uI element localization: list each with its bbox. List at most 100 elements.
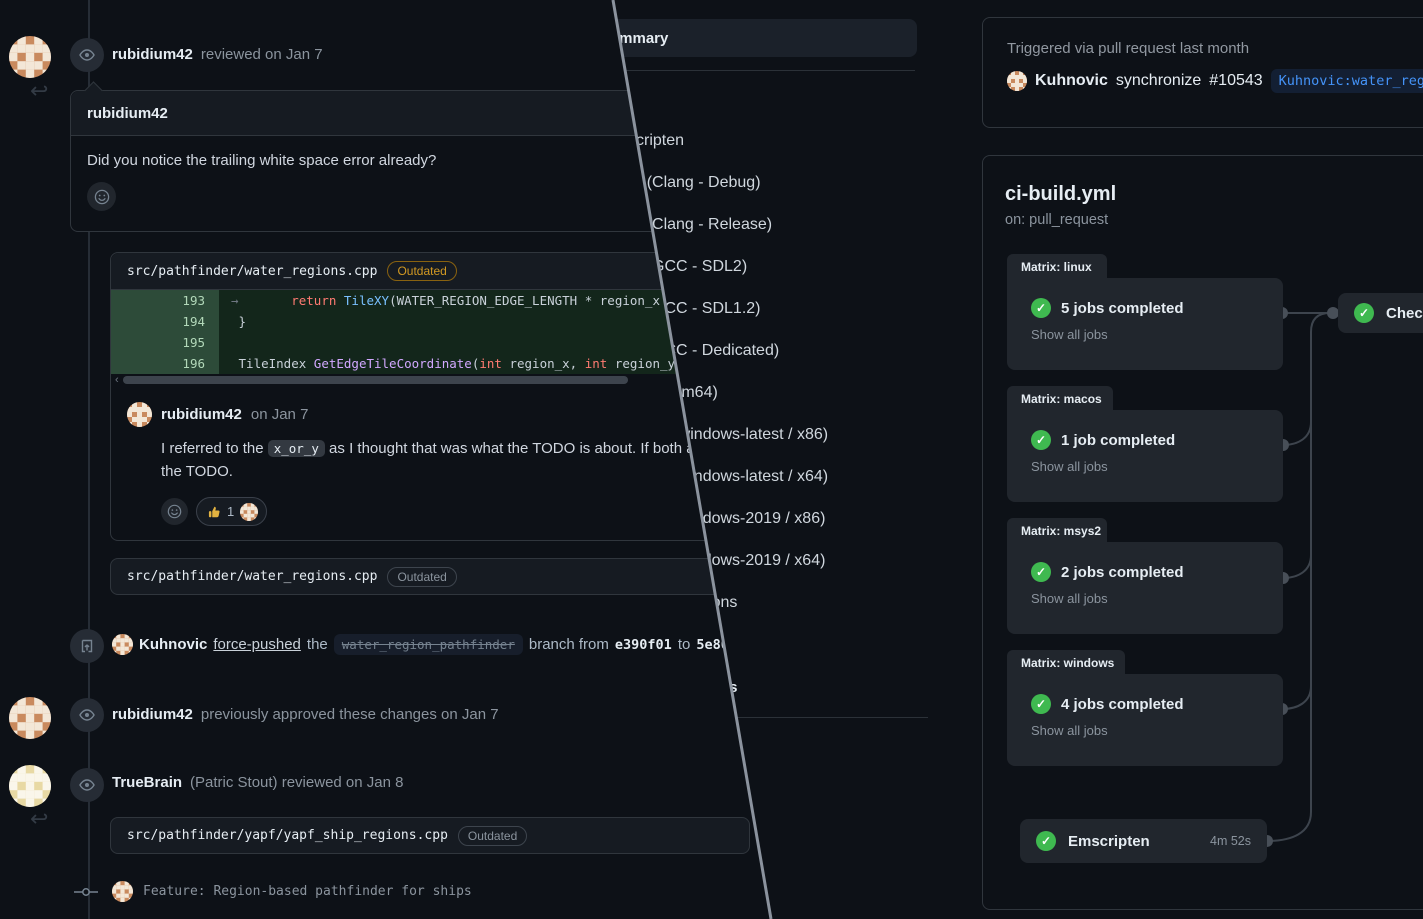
file-path[interactable]: src/pathfinder/water_regions.cpp — [127, 263, 378, 279]
avatar[interactable] — [9, 36, 51, 78]
review-meta: (Patric Stout) reviewed on Jan 8 — [190, 774, 404, 791]
show-all-jobs-link[interactable]: Show all jobs — [1031, 327, 1108, 342]
trigger-user[interactable]: Kuhnovic — [1035, 72, 1108, 89]
reviewer-name[interactable]: rubidium42 — [112, 46, 193, 63]
line-number: 195 — [111, 332, 219, 353]
force-push-event: Kuhnovic force-pushed the water_region_p… — [112, 634, 772, 655]
check-circle-icon: ✓ — [1031, 430, 1051, 450]
add-reaction-button[interactable] — [87, 182, 116, 211]
thread-comment-body: I referred to the x_or_y as I thought th… — [161, 440, 695, 480]
file-path[interactable]: src/pathfinder/yapf/yapf_ship_regions.cp… — [127, 828, 448, 843]
code-lines: 193 → return TileXY(WATER_REGION_EDGE_LEN… — [111, 290, 749, 374]
reply-arrow-icon: ↩ — [30, 78, 49, 103]
show-all-jobs-link[interactable]: Show all jobs — [1031, 459, 1108, 474]
avatar[interactable] — [9, 697, 51, 739]
reviewer-name[interactable]: rubidium42 — [112, 706, 193, 723]
trigger-run-number: #10543 — [1209, 72, 1263, 89]
matrix-macos-card[interactable]: ✓ 1 job completed Show all jobs — [1007, 410, 1283, 502]
file-header[interactable]: src/pathfinder/yapf/yapf_ship_regions.cp… — [110, 817, 750, 854]
scrollbar-thumb[interactable] — [122, 376, 628, 384]
matrix-msys2-tab: Matrix: msys2 — [1007, 518, 1107, 544]
workflow-trigger-sub: on: pull_request — [1005, 212, 1109, 228]
show-all-jobs-link[interactable]: Show all jobs — [1031, 723, 1108, 738]
timeline-line — [88, 0, 90, 919]
check-circle-icon: ✓ — [1031, 562, 1051, 582]
code-line: 196 TileIndex GetEdgeTileCoordinate(int … — [111, 353, 749, 374]
add-reaction-button[interactable] — [161, 498, 188, 525]
review-meta: reviewed on Jan 7 — [200, 46, 323, 63]
thumbs-up-reaction[interactable]: 1 — [196, 497, 268, 526]
check-circle-icon: ✓ — [1031, 298, 1051, 318]
job-duration: 4m 52s — [1210, 834, 1251, 848]
check-circle-icon: ✓ — [1036, 831, 1056, 851]
line-number: 194 — [111, 311, 219, 332]
repo-push-icon — [70, 629, 104, 663]
code-line: 195 — [111, 332, 749, 353]
force-push-link[interactable]: force-pushed — [213, 636, 301, 653]
outdated-badge: Outdated — [387, 566, 457, 587]
workflow-graph-panel — [982, 155, 1423, 910]
review-event: rubidium42 reviewed on Jan 7 — [112, 46, 323, 63]
inline-code-chip: x_or_y — [267, 440, 325, 457]
avatar[interactable] — [112, 881, 133, 902]
file-header[interactable]: src/pathfinder/water_regions.cpp Outdate… — [111, 253, 749, 290]
comment-body: Did you notice the trailing white space … — [87, 152, 437, 169]
line-number: 196 — [111, 353, 219, 374]
outdated-badge: Outdated — [387, 261, 457, 281]
avatar[interactable] — [9, 765, 51, 807]
commit-message[interactable]: Feature: Region-based pathfinder for shi… — [143, 884, 472, 899]
matrix-msys2-card[interactable]: ✓ 2 jobs completed Show all jobs — [1007, 542, 1283, 634]
file-path[interactable]: src/pathfinder/water_regions.cpp — [127, 569, 378, 584]
show-all-jobs-link[interactable]: Show all jobs — [1031, 591, 1108, 606]
job-node-check-annotations[interactable]: ✓ Check Annotations — [1338, 293, 1423, 333]
line-number: 193 — [111, 290, 219, 311]
thumbs-up-icon — [208, 506, 220, 517]
eye-icon — [70, 768, 104, 802]
avatar[interactable] — [127, 402, 152, 427]
git-commit-icon — [74, 882, 98, 907]
matrix-linux-tab: Matrix: linux — [1007, 254, 1107, 280]
thread-comment-date: on Jan 7 — [250, 406, 309, 423]
check-circle-icon: ✓ — [1031, 694, 1051, 714]
job-node-label: Check Annotations — [1386, 304, 1423, 322]
sidebar-divider — [584, 70, 915, 71]
review-event: TrueBrain (Patric Stout) reviewed on Jan… — [112, 774, 403, 791]
matrix-linux-card[interactable]: ✓ 5 jobs completed Show all jobs — [1007, 278, 1283, 370]
trigger-text: Triggered via pull request last month — [1007, 40, 1250, 57]
code-scrollbar[interactable]: ‹ — [111, 374, 749, 386]
avatar[interactable] — [112, 634, 133, 655]
commit-sha-from[interactable]: e390f01 — [614, 636, 672, 653]
sidebar-item-summary[interactable]: Summary — [584, 19, 917, 57]
force-push-user[interactable]: Kuhnovic — [139, 636, 208, 653]
matrix-status: 4 jobs completed — [1061, 695, 1184, 713]
reaction-count: 1 — [227, 504, 235, 519]
outdated-badge: Outdated — [457, 825, 528, 846]
matrix-windows-tab: Matrix: windows — [1007, 650, 1125, 676]
avatar — [240, 502, 259, 521]
trigger-card: Triggered via pull request last month Ku… — [982, 17, 1423, 128]
review-thread-card: src/pathfinder/water_regions.cpp Outdate… — [110, 252, 750, 541]
trigger-event: synchronize — [1115, 72, 1202, 89]
code-line: 193 → return TileXY(WATER_REGION_EDGE_LEN… — [111, 290, 749, 311]
approved-meta: previously approved these changes on Jan… — [200, 706, 499, 723]
scroll-left-icon[interactable]: ‹ — [115, 373, 119, 386]
reviewer-name[interactable]: TrueBrain — [112, 774, 183, 791]
check-circle-icon: ✓ — [1354, 303, 1374, 323]
matrix-status: 2 jobs completed — [1061, 563, 1184, 581]
file-header[interactable]: src/pathfinder/water_regions.cpp Outdate… — [110, 558, 730, 595]
job-node-emscripten[interactable]: ✓ Emscripten 4m 52s — [1020, 819, 1267, 863]
reply-arrow-icon: ↩ — [30, 806, 49, 831]
avatar[interactable] — [1007, 71, 1027, 91]
matrix-status: 1 job completed — [1061, 431, 1176, 449]
approved-event: rubidium42 previously approved these cha… — [112, 706, 499, 723]
trigger-branch-chip[interactable]: Kuhnovic:water_region_pathfinder — [1270, 69, 1423, 93]
code-line: 194 } — [111, 311, 749, 332]
matrix-macos-tab: Matrix: macos — [1007, 386, 1113, 412]
matrix-windows-card[interactable]: ✓ 4 jobs completed Show all jobs — [1007, 674, 1283, 766]
comment-author[interactable]: rubidium42 — [87, 104, 168, 122]
matrix-status: 5 jobs completed — [1061, 299, 1184, 317]
thread-comment-author[interactable]: rubidium42 — [161, 406, 242, 423]
deleted-branch-chip: water_region_pathfinder — [333, 634, 523, 655]
eye-icon — [70, 698, 104, 732]
